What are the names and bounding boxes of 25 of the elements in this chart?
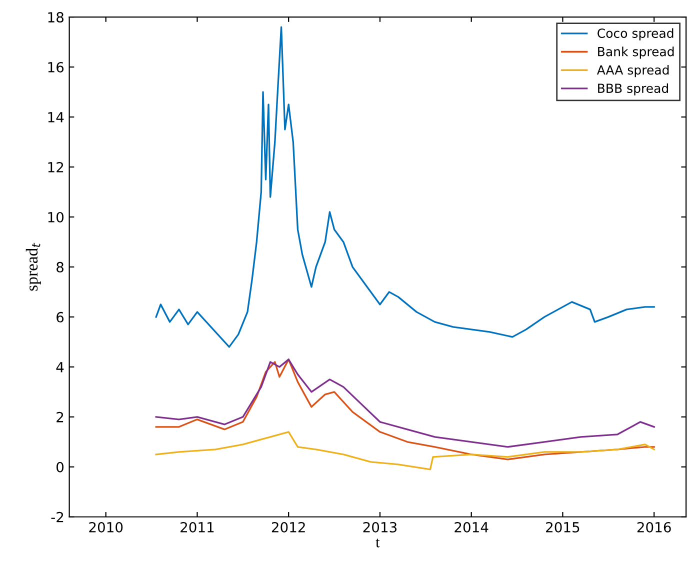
y-tick-label: 12: [48, 162, 64, 172]
x-axis-title: t: [376, 538, 380, 548]
y-tick-label: 16: [48, 62, 64, 72]
x-tick-label: 2015: [546, 522, 580, 532]
line-series: [155, 431, 655, 470]
y-axis-title: spread$_{t}$: [26, 242, 41, 291]
y-tick-label: 10: [48, 212, 64, 222]
x-tick-label: 2012: [272, 522, 305, 532]
x-tick-label: 2011: [180, 522, 214, 532]
y-tick-label: 14: [48, 112, 64, 122]
y-tick-label: 18: [48, 12, 64, 23]
x-tick-label: 2014: [454, 522, 488, 532]
x-tick-label: 2010: [89, 522, 123, 532]
y-tick-label: 2: [56, 412, 64, 422]
y-tick-label: 4: [56, 362, 64, 372]
y-tick-label: 6: [56, 312, 64, 322]
y-tick-label: -2: [51, 512, 64, 522]
legend-label: Bank spread: [598, 46, 674, 59]
y-tick-label: 8: [56, 262, 64, 272]
y-tick-label: 0: [56, 462, 64, 472]
legend-label: BBB spread: [598, 83, 668, 96]
x-tick-label: 2016: [637, 522, 671, 532]
legend-label: AAA spread: [596, 64, 669, 78]
x-tick-label: 2013: [363, 522, 397, 532]
legend-label: Coco spread: [598, 28, 674, 40]
